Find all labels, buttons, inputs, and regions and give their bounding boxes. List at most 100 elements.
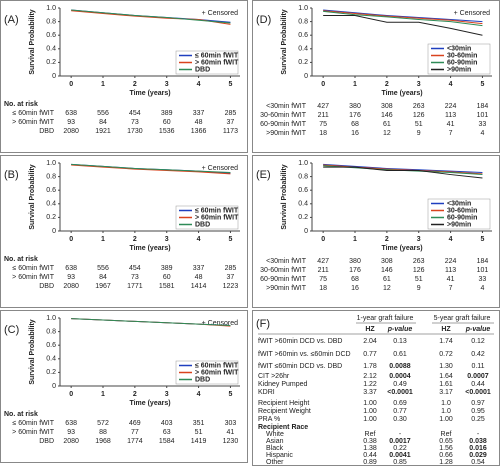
risk-count: 51	[195, 429, 203, 436]
table-cell: 0.54	[471, 459, 485, 466]
row-label: Black	[266, 445, 284, 452]
column-header: HZ	[441, 326, 451, 333]
risk-count: 285	[225, 110, 237, 117]
panel-border	[0, 0, 248, 153]
y-tick-label: 0	[52, 383, 56, 390]
x-tick-label: 2	[133, 236, 137, 243]
risk-count: 126	[413, 112, 425, 119]
table-cell: 0.0088	[389, 363, 411, 370]
x-tick-label: 3	[165, 81, 169, 88]
risk-count: 285	[225, 265, 237, 272]
risk-row-label: ≤ 60min fWIT	[12, 420, 54, 427]
table-cell: 0.44	[471, 381, 485, 388]
legend-label: <30min	[447, 45, 471, 52]
table-cell: 1.38	[363, 445, 377, 452]
table-cell: 0.0041	[389, 452, 411, 459]
legend-label: ≤ 60min fWIT	[195, 207, 239, 214]
risk-count: 556	[97, 110, 109, 117]
table-cell: 1.00	[439, 416, 453, 423]
legend-box	[175, 205, 239, 230]
risk-row-label: DBD	[39, 128, 54, 135]
risk-count: 1968	[95, 438, 111, 445]
x-tick-label: 4	[197, 81, 201, 88]
survival-line	[71, 164, 231, 175]
risk-count: 2080	[63, 283, 79, 290]
table-cell: 1.00	[363, 400, 377, 407]
survival-line	[323, 163, 483, 174]
risk-count: 337	[193, 110, 205, 117]
x-tick-label: 2	[133, 81, 137, 88]
x-tick-label: 4	[449, 81, 453, 88]
risk-count: 1223	[223, 283, 239, 290]
y-tick-label: 0.6	[46, 32, 56, 39]
censored-label: + Censored	[202, 320, 238, 327]
risk-count: 1536	[159, 128, 175, 135]
risk-count: 1419	[191, 438, 207, 445]
x-tick-label: 2	[133, 391, 137, 398]
risk-count: 427	[317, 258, 329, 265]
panel-label: (B)	[4, 169, 19, 181]
table-cell: 0.65	[439, 438, 453, 445]
risk-row-label: DBD	[39, 283, 54, 290]
risk-count: 638	[65, 265, 77, 272]
risk-count: 9	[417, 130, 421, 137]
risk-count: 303	[225, 420, 237, 427]
risk-count: 184	[477, 258, 489, 265]
risk-title: No. at risk	[4, 411, 38, 418]
risk-count: 1921	[95, 128, 111, 135]
table-cell: 1.0	[441, 408, 451, 415]
table-cell: 0.13	[393, 338, 407, 345]
risk-count: 60	[163, 119, 171, 126]
row-label: Recipient Weight	[258, 408, 311, 415]
y-tick-label: 1.0	[46, 315, 56, 322]
y-tick-label: 0.2	[298, 59, 308, 66]
table-cell: 0.016	[469, 445, 487, 452]
table-cell: -	[399, 431, 402, 438]
risk-count: 12	[383, 285, 391, 292]
risk-count: 41	[447, 276, 455, 283]
legend-label: >90min	[447, 221, 471, 228]
risk-title: No. at risk	[4, 256, 38, 263]
table-cell: 0.61	[393, 351, 407, 358]
risk-row-label: ≤ 60min fWIT	[12, 265, 54, 272]
risk-count: 211	[318, 267, 329, 274]
risk-count: 337	[193, 265, 205, 272]
group-header: 1-year graft failure	[357, 315, 414, 322]
panel-label: (C)	[4, 324, 19, 336]
legend-label: DBD	[195, 221, 210, 228]
y-tick-label: 1.0	[46, 5, 56, 12]
risk-count: 51	[415, 121, 423, 128]
table-cell: 0.0004	[389, 373, 411, 380]
risk-count: 1366	[191, 128, 207, 135]
risk-count: 37	[227, 119, 235, 126]
risk-count: 454	[129, 265, 141, 272]
risk-count: 1584	[159, 438, 175, 445]
risk-count: 224	[445, 258, 457, 265]
risk-count: 88	[99, 429, 107, 436]
legend-label: 60-90min	[447, 59, 477, 66]
table-cell: 1.28	[439, 459, 453, 466]
risk-count: 9	[417, 285, 421, 292]
risk-count: 263	[413, 103, 425, 110]
y-tick-label: 0.2	[298, 214, 308, 221]
risk-count: 41	[447, 121, 455, 128]
y-tick-label: 0	[304, 73, 308, 80]
risk-row-label: >90min fWIT	[266, 285, 307, 292]
risk-count: 1967	[95, 283, 111, 290]
table-cell: 0.0017	[389, 438, 411, 445]
risk-count: 556	[97, 265, 109, 272]
table-cell: Ref	[441, 431, 452, 438]
x-axis-label: Time (years)	[129, 400, 170, 407]
y-axis-label: Survival Probability	[281, 9, 288, 74]
risk-count: 73	[131, 274, 139, 281]
y-tick-label: 1.0	[298, 160, 308, 167]
risk-count: 308	[381, 258, 393, 265]
table-cell: 1.56	[439, 445, 453, 452]
y-tick-label: 0.4	[298, 201, 308, 208]
risk-count: 389	[161, 110, 173, 117]
x-tick-label: 4	[449, 236, 453, 243]
survival-line	[71, 163, 231, 174]
risk-row-label: DBD	[39, 438, 54, 445]
risk-count: 16	[351, 285, 359, 292]
